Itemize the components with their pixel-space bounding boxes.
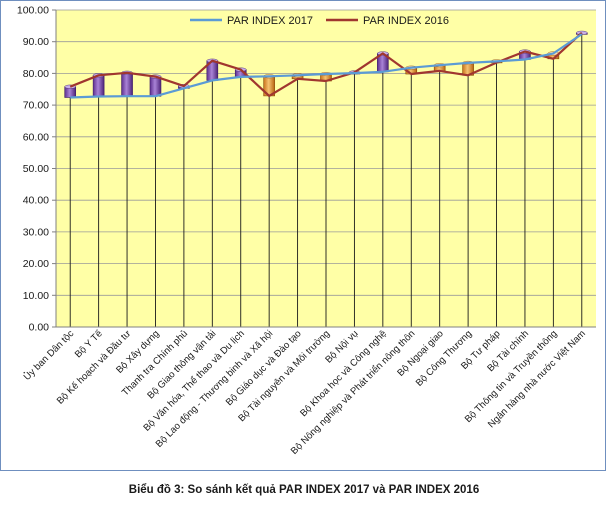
y-tick-label: 0.00 <box>29 322 50 334</box>
increase-bar <box>149 76 162 97</box>
y-tick-label: 10.00 <box>23 290 49 302</box>
y-tick-label: 100.00 <box>17 5 49 17</box>
legend: PAR INDEX 2017 PAR INDEX 2016 <box>190 15 449 27</box>
y-tick-label: 60.00 <box>23 131 49 143</box>
x-tick-label: Ủy ban Dân tộc <box>21 328 76 383</box>
legend-label-2017: PAR INDEX 2017 <box>227 15 313 27</box>
increase-bar <box>121 72 133 97</box>
y-tick-label: 40.00 <box>23 195 49 207</box>
y-tick-label: 50.00 <box>23 163 49 175</box>
y-axis-tick-labels: 0.00 10.00 20.00 30.00 40.00 50.00 60.00 70.00 8… <box>17 5 49 334</box>
legend-label-2016: PAR INDEX 2016 <box>363 15 449 27</box>
y-tick-label: 20.00 <box>23 258 49 270</box>
y-tick-label: 70.00 <box>23 100 49 112</box>
series-line-par-index-2017 <box>70 33 583 99</box>
chart-caption: Biểu đồ 3: So sánh kết quả PAR INDEX 201… <box>128 484 480 496</box>
y-tick-label: 80.00 <box>23 68 49 80</box>
increase-bar <box>92 75 105 97</box>
chart-frame: 0.00 10.00 20.00 30.00 40.00 50.00 60.00 70.00 8… <box>0 0 606 471</box>
y-tick-label: 30.00 <box>23 226 49 238</box>
drop-lines <box>69 34 583 327</box>
series-line-par-index-2016 <box>69 31 583 98</box>
y-tick-label: 90.00 <box>23 36 49 48</box>
par-index-chart: 0.00 10.00 20.00 30.00 40.00 50.00 60.00 70.00 8… <box>17 5 596 457</box>
series-lines <box>69 31 583 99</box>
